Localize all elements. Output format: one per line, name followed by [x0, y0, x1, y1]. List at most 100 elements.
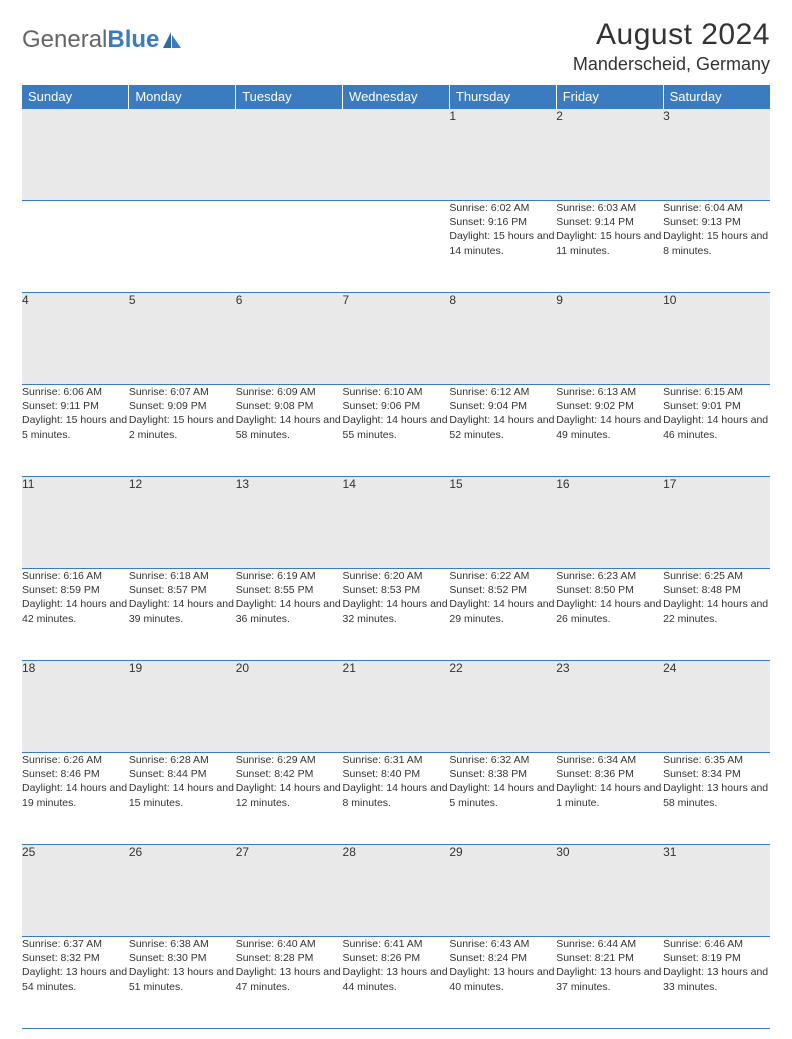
sunset-line: Sunset: 8:48 PM [663, 583, 770, 597]
daylight-line: Daylight: 14 hours and 15 minutes. [129, 781, 236, 809]
week-info-row: Sunrise: 6:02 AMSunset: 9:16 PMDaylight:… [22, 201, 770, 293]
day-info: Sunrise: 6:04 AMSunset: 9:13 PMDaylight:… [663, 201, 770, 293]
daylight-line: Daylight: 13 hours and 47 minutes. [236, 965, 343, 993]
day-number: 28 [343, 845, 450, 937]
sunrise-line: Sunrise: 6:28 AM [129, 753, 236, 767]
sunset-line: Sunset: 8:24 PM [449, 951, 556, 965]
day-info: Sunrise: 6:20 AMSunset: 8:53 PMDaylight:… [343, 569, 450, 661]
daylight-line: Daylight: 13 hours and 37 minutes. [556, 965, 663, 993]
day-info: Sunrise: 6:23 AMSunset: 8:50 PMDaylight:… [556, 569, 663, 661]
day-info: Sunrise: 6:16 AMSunset: 8:59 PMDaylight:… [22, 569, 129, 661]
day-info: Sunrise: 6:03 AMSunset: 9:14 PMDaylight:… [556, 201, 663, 293]
day-number: 17 [663, 477, 770, 569]
day-info: Sunrise: 6:44 AMSunset: 8:21 PMDaylight:… [556, 937, 663, 1029]
sunrise-line: Sunrise: 6:03 AM [556, 201, 663, 215]
sunrise-line: Sunrise: 6:40 AM [236, 937, 343, 951]
header: GeneralBlue August 2024 Manderscheid, Ge… [22, 18, 770, 75]
logo-text-1: General [22, 26, 107, 54]
week-daynum-row: 123 [22, 109, 770, 201]
weekday-header: Monday [129, 85, 236, 109]
day-number: 9 [556, 293, 663, 385]
day-info: Sunrise: 6:10 AMSunset: 9:06 PMDaylight:… [343, 385, 450, 477]
sunset-line: Sunset: 8:59 PM [22, 583, 129, 597]
sunset-line: Sunset: 9:11 PM [22, 399, 129, 413]
daylight-line: Daylight: 14 hours and 1 minute. [556, 781, 663, 809]
sunrise-line: Sunrise: 6:44 AM [556, 937, 663, 951]
weekday-header: Saturday [663, 85, 770, 109]
sunset-line: Sunset: 8:38 PM [449, 767, 556, 781]
sunset-line: Sunset: 8:28 PM [236, 951, 343, 965]
sunrise-line: Sunrise: 6:31 AM [343, 753, 450, 767]
sunset-line: Sunset: 9:02 PM [556, 399, 663, 413]
day-number: 5 [129, 293, 236, 385]
week-info-row: Sunrise: 6:16 AMSunset: 8:59 PMDaylight:… [22, 569, 770, 661]
logo-text-2: Blue [107, 26, 159, 54]
empty-cell [236, 109, 343, 201]
daylight-line: Daylight: 14 hours and 12 minutes. [236, 781, 343, 809]
day-info: Sunrise: 6:13 AMSunset: 9:02 PMDaylight:… [556, 385, 663, 477]
day-number: 20 [236, 661, 343, 753]
day-number: 24 [663, 661, 770, 753]
sunrise-line: Sunrise: 6:04 AM [663, 201, 770, 215]
day-number: 14 [343, 477, 450, 569]
day-info: Sunrise: 6:34 AMSunset: 8:36 PMDaylight:… [556, 753, 663, 845]
day-info: Sunrise: 6:06 AMSunset: 9:11 PMDaylight:… [22, 385, 129, 477]
day-info: Sunrise: 6:43 AMSunset: 8:24 PMDaylight:… [449, 937, 556, 1029]
sunrise-line: Sunrise: 6:34 AM [556, 753, 663, 767]
weekday-header: Wednesday [343, 85, 450, 109]
sunrise-line: Sunrise: 6:43 AM [449, 937, 556, 951]
day-number: 11 [22, 477, 129, 569]
daylight-line: Daylight: 14 hours and 55 minutes. [343, 413, 450, 441]
day-number: 23 [556, 661, 663, 753]
day-info: Sunrise: 6:41 AMSunset: 8:26 PMDaylight:… [343, 937, 450, 1029]
day-info: Sunrise: 6:31 AMSunset: 8:40 PMDaylight:… [343, 753, 450, 845]
sunrise-line: Sunrise: 6:02 AM [449, 201, 556, 215]
day-number: 4 [22, 293, 129, 385]
sunset-line: Sunset: 8:46 PM [22, 767, 129, 781]
empty-cell [22, 201, 129, 293]
daylight-line: Daylight: 14 hours and 19 minutes. [22, 781, 129, 809]
daylight-line: Daylight: 13 hours and 51 minutes. [129, 965, 236, 993]
month-title: August 2024 [573, 18, 770, 52]
sunrise-line: Sunrise: 6:13 AM [556, 385, 663, 399]
day-number: 6 [236, 293, 343, 385]
daylight-line: Daylight: 13 hours and 33 minutes. [663, 965, 770, 993]
sunset-line: Sunset: 8:19 PM [663, 951, 770, 965]
sunset-line: Sunset: 9:13 PM [663, 215, 770, 229]
daylight-line: Daylight: 15 hours and 2 minutes. [129, 413, 236, 441]
empty-cell [129, 109, 236, 201]
sunrise-line: Sunrise: 6:12 AM [449, 385, 556, 399]
sunrise-line: Sunrise: 6:26 AM [22, 753, 129, 767]
sunrise-line: Sunrise: 6:32 AM [449, 753, 556, 767]
sunrise-line: Sunrise: 6:25 AM [663, 569, 770, 583]
sunset-line: Sunset: 8:21 PM [556, 951, 663, 965]
daylight-line: Daylight: 14 hours and 46 minutes. [663, 413, 770, 441]
day-info: Sunrise: 6:02 AMSunset: 9:16 PMDaylight:… [449, 201, 556, 293]
calendar-table: SundayMondayTuesdayWednesdayThursdayFrid… [22, 85, 770, 1029]
day-info: Sunrise: 6:12 AMSunset: 9:04 PMDaylight:… [449, 385, 556, 477]
day-info: Sunrise: 6:26 AMSunset: 8:46 PMDaylight:… [22, 753, 129, 845]
sunrise-line: Sunrise: 6:23 AM [556, 569, 663, 583]
sunrise-line: Sunrise: 6:09 AM [236, 385, 343, 399]
day-number: 8 [449, 293, 556, 385]
daylight-line: Daylight: 14 hours and 5 minutes. [449, 781, 556, 809]
daylight-line: Daylight: 14 hours and 49 minutes. [556, 413, 663, 441]
day-number: 7 [343, 293, 450, 385]
sunset-line: Sunset: 8:36 PM [556, 767, 663, 781]
sunset-line: Sunset: 8:40 PM [343, 767, 450, 781]
daylight-line: Daylight: 13 hours and 58 minutes. [663, 781, 770, 809]
weekday-header: Thursday [449, 85, 556, 109]
sunrise-line: Sunrise: 6:06 AM [22, 385, 129, 399]
sunset-line: Sunset: 9:01 PM [663, 399, 770, 413]
sunrise-line: Sunrise: 6:16 AM [22, 569, 129, 583]
sunrise-line: Sunrise: 6:18 AM [129, 569, 236, 583]
calendar-page: GeneralBlue August 2024 Manderscheid, Ge… [0, 0, 792, 1039]
empty-cell [343, 109, 450, 201]
day-number: 13 [236, 477, 343, 569]
logo-sail-icon [161, 30, 183, 50]
day-info: Sunrise: 6:22 AMSunset: 8:52 PMDaylight:… [449, 569, 556, 661]
sunset-line: Sunset: 9:09 PM [129, 399, 236, 413]
sunset-line: Sunset: 8:57 PM [129, 583, 236, 597]
day-number: 1 [449, 109, 556, 201]
sunset-line: Sunset: 8:30 PM [129, 951, 236, 965]
